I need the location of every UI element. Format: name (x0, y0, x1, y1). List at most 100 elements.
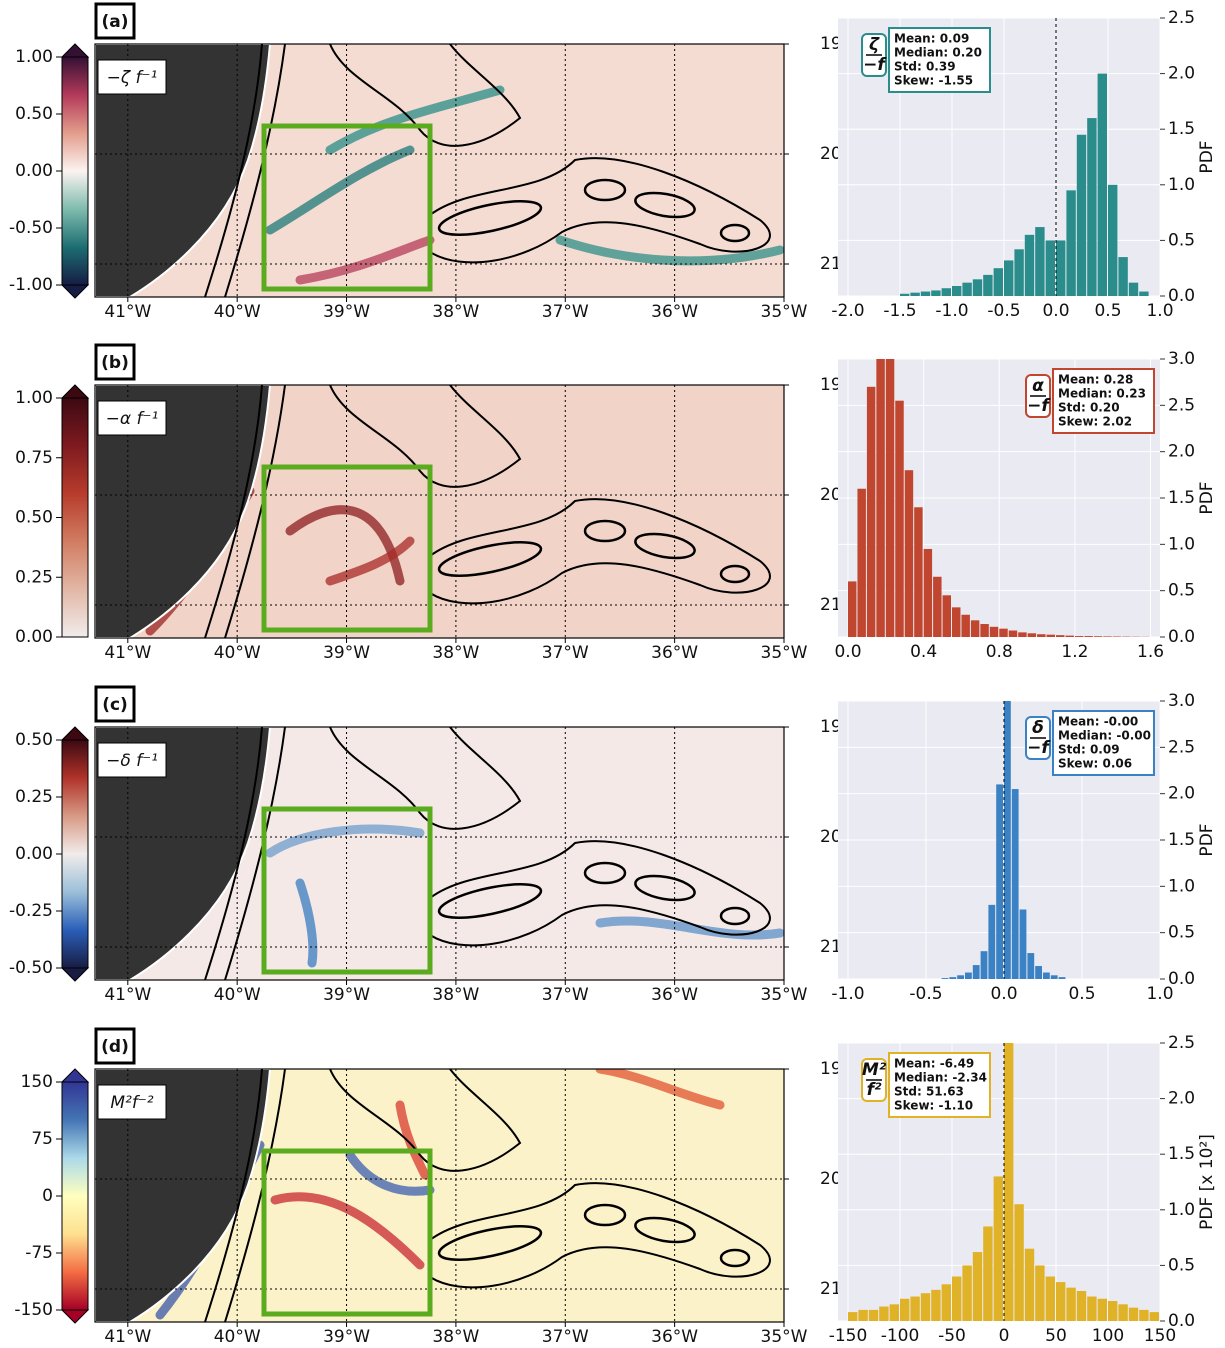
stats-line: Std: 0.39 (894, 60, 956, 74)
x-tick-label: 41°W (104, 1327, 151, 1347)
bar (857, 489, 865, 637)
bar (1098, 74, 1107, 296)
bar (1025, 235, 1034, 296)
colorbar-tick-label: 0.00 (15, 627, 53, 647)
colorbar-tick-label: -75 (25, 1243, 53, 1263)
bar (921, 292, 930, 296)
bar (1129, 283, 1138, 296)
bar (999, 629, 1007, 637)
x-tick-label: 0.0 (990, 984, 1017, 1004)
bar (981, 951, 988, 979)
colorbar-tick-label: 150 (21, 1072, 53, 1092)
x-tick-label: 38°W (432, 985, 479, 1005)
colorbar-tick-label: -150 (14, 1300, 53, 1320)
panel-label: (a) (101, 12, 128, 32)
map-field (95, 44, 784, 297)
bar (1035, 966, 1042, 979)
bar (869, 1310, 878, 1321)
bar (900, 1299, 909, 1321)
y-tick-label: 2.5 (1168, 737, 1195, 757)
bar (1139, 292, 1148, 296)
y-tick-label: 2.0 (1168, 784, 1195, 804)
x-tick-label: -0.5 (909, 984, 942, 1004)
x-tick-label: -1.0 (831, 984, 864, 1004)
x-tick-label: 39°W (323, 985, 370, 1005)
colorbar-body (62, 398, 88, 637)
bar (1139, 1310, 1148, 1321)
x-tick-label: 0.4 (910, 642, 937, 662)
colorbar-extend-min (62, 1310, 88, 1323)
colorbar-tick-label: 0.00 (15, 844, 53, 864)
bar (933, 577, 941, 637)
field-label: −ζ f⁻¹ (107, 68, 158, 88)
bar (1027, 953, 1034, 979)
x-tick-label: 39°W (323, 1327, 370, 1347)
y-tick-label: 1.5 (1168, 119, 1195, 139)
bar (962, 283, 971, 296)
x-tick-label: 0 (999, 1326, 1010, 1346)
stats-line: Skew: -1.10 (894, 1099, 973, 1113)
y-tick-label: 1.0 (1168, 1200, 1195, 1220)
bar (1065, 636, 1073, 637)
x-tick-label: 1.6 (1137, 642, 1164, 662)
colorbar-tick-label: 0.50 (15, 730, 53, 750)
colorbar-extend-max (62, 1069, 88, 1082)
x-tick-label: 0.5 (1068, 984, 1095, 1004)
bar (952, 607, 960, 637)
x-tick-label: 40°W (214, 1327, 261, 1347)
y-tick-label: 2.5 (1168, 8, 1195, 28)
stats-line: Median: -0.00 (1058, 729, 1151, 743)
bar (1043, 973, 1050, 979)
x-tick-label: 37°W (542, 985, 589, 1005)
stats-line: Skew: 2.02 (1058, 415, 1132, 429)
stats-line: Std: 51.63 (894, 1085, 964, 1099)
bar (1004, 701, 1011, 979)
map-layer (95, 727, 784, 980)
y-tick-label: 1.0 (1168, 876, 1195, 896)
map-field (95, 727, 784, 980)
colorbar-extend-min (62, 968, 88, 981)
stats-symbol-denominator: −f (863, 55, 887, 75)
stats-symbol-numerator: M² (862, 1060, 887, 1080)
x-tick-label: 41°W (104, 985, 151, 1005)
field-label: M²f⁻² (110, 1093, 153, 1113)
colorbar-tick-label: -0.25 (9, 901, 53, 921)
bar (910, 1297, 919, 1321)
bar (990, 627, 998, 637)
bar (973, 965, 980, 979)
x-tick-label: 35°W (761, 985, 808, 1005)
x-tick-label: 0.0 (834, 642, 861, 662)
y-axis-label: PDF (1197, 481, 1217, 514)
bar (1025, 1249, 1034, 1321)
bar (900, 294, 909, 296)
bar (1066, 1288, 1075, 1321)
x-tick-label: 1.0 (1146, 984, 1173, 1004)
x-tick-label: -50 (938, 1326, 966, 1346)
bar (1051, 975, 1058, 979)
bar (924, 549, 932, 637)
bar (886, 359, 894, 637)
colorbar-extend-max (62, 727, 88, 740)
colorbar-body (62, 1082, 88, 1310)
bar (994, 268, 1003, 296)
y-tick-label: 0.5 (1168, 581, 1195, 601)
panel-label: (b) (101, 353, 129, 373)
x-tick-label: 1.0 (1146, 301, 1173, 321)
x-tick-label: 38°W (432, 1327, 479, 1347)
stats-symbol-numerator: α (1032, 376, 1044, 396)
x-tick-label: 36°W (651, 302, 698, 322)
x-tick-label: 0.8 (986, 642, 1013, 662)
x-tick-label: 41°W (104, 302, 151, 322)
bar (1087, 118, 1096, 296)
bar (1018, 632, 1026, 637)
bar (1108, 1301, 1117, 1321)
bar (980, 624, 988, 637)
bar (867, 387, 875, 637)
bar (942, 288, 951, 296)
bar (890, 1304, 899, 1321)
y-axis-label: PDF (1197, 140, 1217, 173)
colorbar-tick-label: -0.50 (9, 958, 53, 978)
x-tick-label: 40°W (214, 302, 261, 322)
x-tick-label: 50 (1045, 1326, 1067, 1346)
x-tick-label: 36°W (651, 1327, 698, 1347)
